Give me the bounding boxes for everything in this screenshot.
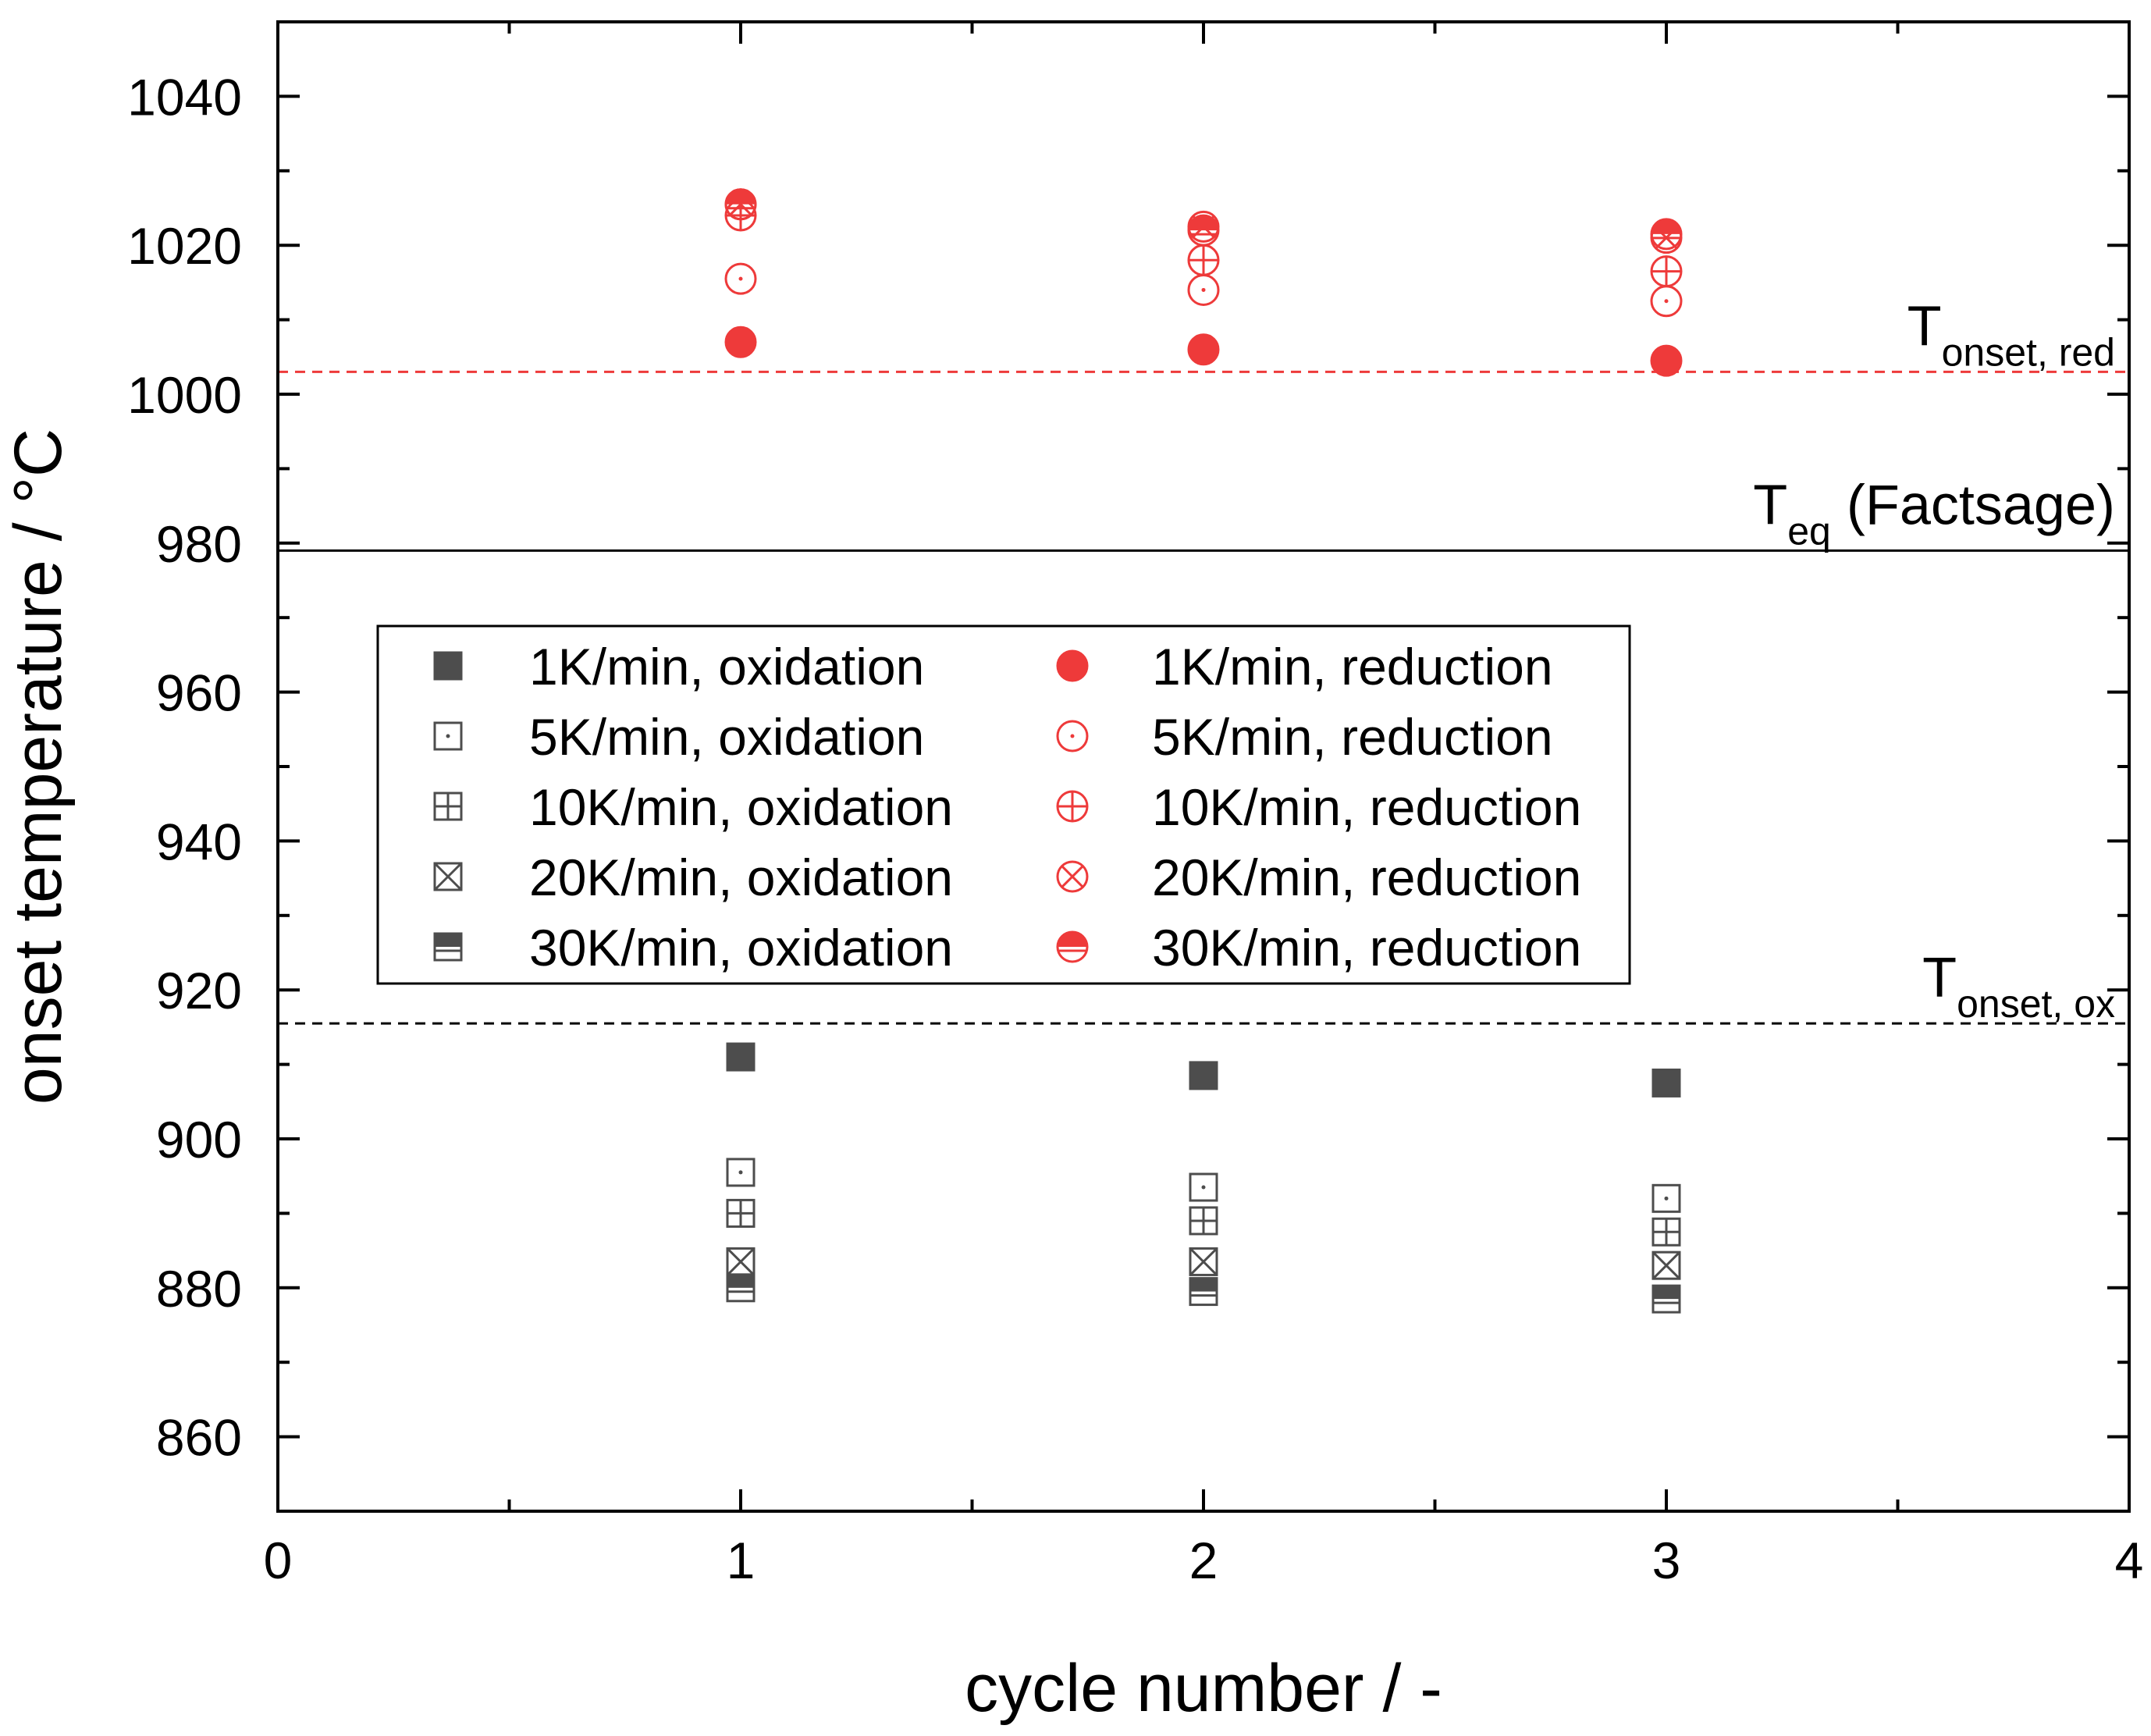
data-point (1651, 1284, 1681, 1314)
data-point (1189, 1247, 1218, 1276)
data-point (726, 1247, 756, 1276)
y-tick-label: 920 (156, 962, 242, 1019)
data-point (1651, 1250, 1681, 1280)
legend-item: 10K/min, reduction (1056, 778, 1581, 836)
data-point (726, 1042, 756, 1072)
legend-label: 10K/min, oxidation (529, 778, 953, 836)
data-point (1187, 333, 1220, 366)
data-point (1189, 1061, 1218, 1090)
x-tick-label: 3 (1652, 1531, 1681, 1589)
legend-label: 1K/min, oxidation (529, 638, 924, 695)
data-point (724, 262, 757, 295)
data-point (1650, 285, 1683, 318)
legend-item: 30K/min, reduction (1056, 919, 1581, 976)
tick-labels: 0 1 2 3 4 860 880 900 920 940 960 980 1000 1020 1040 (127, 68, 2143, 1589)
data-point (1651, 1068, 1681, 1097)
data-point (726, 1273, 756, 1303)
y-tick-label: 860 (156, 1409, 242, 1467)
data-point (1187, 273, 1220, 306)
data-point (1189, 1172, 1218, 1202)
y-tick-label: 940 (156, 813, 242, 870)
legend-marker (1056, 930, 1089, 963)
legend-label: 20K/min, oxidation (529, 848, 953, 906)
data-point (726, 1158, 756, 1187)
y-tick-label: 1040 (127, 68, 242, 126)
data-point (1650, 255, 1683, 288)
legend-label: 5K/min, oxidation (529, 708, 924, 766)
data-point (724, 199, 757, 232)
legend-item: 1K/min, oxidation (433, 638, 924, 695)
legend-item: 20K/min, reduction (1056, 848, 1581, 906)
legend-box (376, 624, 1631, 985)
legend-item: 5K/min, reduction (1056, 708, 1553, 766)
legend-marker (1056, 649, 1089, 682)
data-point (1187, 244, 1220, 276)
y-tick-label: 960 (156, 664, 242, 722)
legend-marker (433, 792, 463, 821)
legend-label: 1K/min, reduction (1152, 638, 1553, 695)
legend-item: 20K/min, oxidation (433, 848, 953, 906)
legend-marker (433, 862, 463, 891)
legend-marker (1056, 790, 1089, 823)
legend: 1K/min, oxidation 5K/min, oxidation 10K/mi… (376, 624, 1631, 985)
data-point (726, 1198, 756, 1228)
data-point (1189, 1206, 1218, 1236)
y-tick-label: 880 (156, 1260, 242, 1318)
data-point (1651, 1183, 1681, 1213)
legend-label: 30K/min, oxidation (529, 919, 953, 976)
legend-marker (433, 651, 463, 681)
x-tick-label: 0 (264, 1531, 293, 1589)
legend-item: 5K/min, oxidation (433, 708, 924, 766)
reference-label-T_eq: Teq (Factsage) (1753, 474, 2115, 553)
legend-label: 20K/min, reduction (1152, 848, 1581, 906)
data-points (724, 188, 1683, 1314)
legend-marker (433, 721, 463, 751)
reference-label-T_onset_red: Tonset, red (1907, 295, 2115, 374)
legend-label: 5K/min, reduction (1152, 708, 1553, 766)
x-tick-label: 4 (2115, 1531, 2144, 1589)
y-tick-label: 1020 (127, 217, 242, 275)
y-tick-label: 900 (156, 1111, 242, 1169)
x-tick-label: 2 (1189, 1531, 1218, 1589)
reference-lines: Teq (Factsage) Tonset, red Tonset, ox (278, 295, 2129, 1026)
plot-frame (276, 20, 2131, 1513)
data-point (1187, 210, 1220, 243)
y-tick-label: 980 (156, 515, 242, 573)
data-point (1650, 344, 1683, 377)
legend-marker (1056, 860, 1089, 893)
y-axis-label: onset temperature / °C (1, 429, 76, 1105)
legend-item: 30K/min, oxidation (433, 919, 953, 976)
legend-marker (1056, 720, 1089, 752)
x-tick-label: 1 (727, 1531, 756, 1589)
legend-label: 10K/min, reduction (1152, 778, 1581, 836)
y-tick-label: 1000 (127, 366, 242, 424)
data-point (1189, 1277, 1218, 1307)
legend-marker (433, 932, 463, 962)
legend-label: 30K/min, reduction (1152, 919, 1581, 976)
data-point (724, 326, 757, 358)
legend-item: 10K/min, oxidation (433, 778, 953, 836)
data-point (1650, 222, 1683, 254)
reference-label-T_onset_ox: Tonset, ox (1922, 947, 2115, 1026)
x-axis-label: cycle number / - (965, 1651, 1442, 1726)
data-point (1651, 1217, 1681, 1247)
legend-item: 1K/min, reduction (1056, 638, 1553, 695)
